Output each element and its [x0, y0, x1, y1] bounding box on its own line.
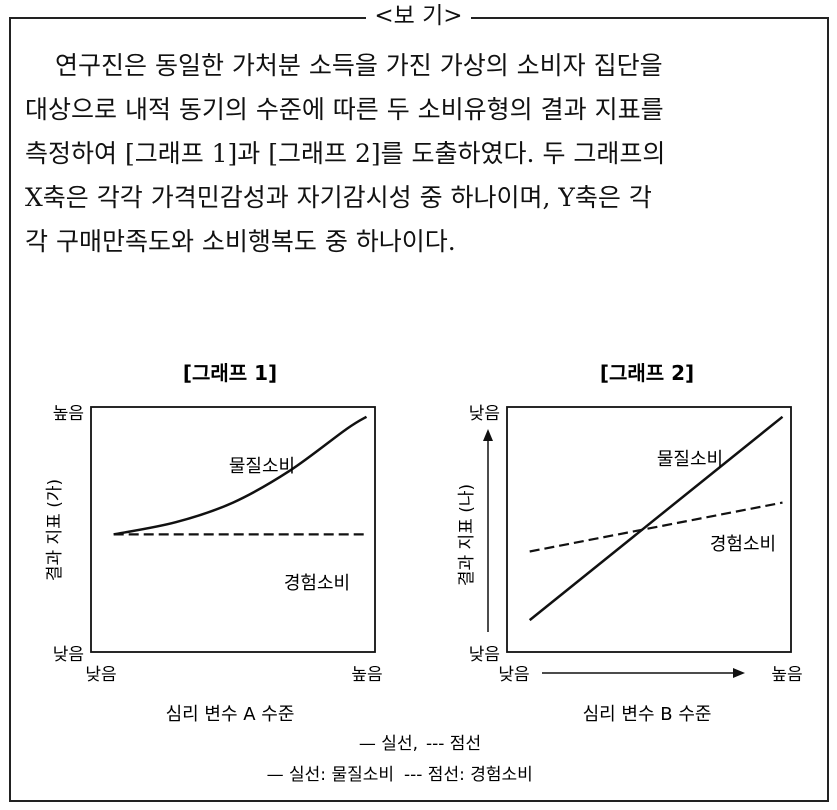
passage-line: 연구진은 동일한 가처분 소득을 가진 가상의 소비자 집단을: [55, 51, 663, 80]
graph-2-y-label: 결과 지표 (나): [457, 484, 477, 586]
box-title-wrapper: <보 기>: [0, 0, 837, 32]
legend-solid-2: — 실선: 물질소비: [267, 765, 394, 785]
legend-dashed-2: --- 점선: 경험소비: [404, 765, 533, 785]
graph-1-x-tick-low: 낮음: [85, 665, 116, 685]
graph-1-x-label: 심리 변수 A 수준: [166, 704, 295, 725]
graph-2-x-arrowhead: [733, 668, 745, 678]
passage-line: 각 구매만족도와 소비행복도 중 하나이다.: [25, 227, 456, 256]
graph-2-y-tick-high: 낮음: [469, 404, 500, 424]
legend-dashed-1: --- 점선: [426, 734, 481, 754]
graph-2: [그래프 2] 낮음 낮음 낮음 높음 심리 변수 B 수준 결과 지표 (나)…: [457, 361, 803, 725]
graph-2-x-label: 심리 변수 B 수준: [583, 704, 712, 725]
graph-2-x-tick-high: 높음: [771, 665, 802, 685]
graph-1-series-material-line: [113, 415, 368, 536]
passage-line: 대상으로 내적 동기의 수준에 따른 두 소비유형의 결과 지표를: [25, 95, 664, 124]
graph-1-label-experience: 경험소비: [284, 573, 350, 594]
graph-2-series-material-line: [528, 415, 784, 622]
graph-1: [그래프 1] 높음 낮음 낮음 높음 심리 변수 A 수준 결과 지표 (가)…: [45, 361, 383, 725]
graph-2-axes: [506, 406, 792, 653]
passage-line: X축은 각각 가격민감성과 자기감시성 중 하나이며, Y축은 각: [25, 183, 652, 212]
graph-1-label-material: 물질소비: [229, 456, 295, 477]
graph-1-axes: [90, 406, 376, 653]
graph-1-title: [그래프 1]: [183, 361, 277, 385]
graph-2-title: [그래프 2]: [600, 361, 694, 385]
graph-2-series-experience-line: [529, 501, 783, 553]
graph-2-x-tick-low: 낮음: [498, 665, 529, 685]
box-title: <보 기>: [366, 3, 471, 29]
graph-2-y-tick-low: 낮음: [469, 645, 500, 665]
graph-2-label-experience: 경험소비: [710, 534, 776, 555]
legend-solid-1: — 실선,: [359, 734, 418, 754]
graph-1-y-label: 결과 지표 (가): [45, 479, 65, 581]
graph-1-x-tick-high: 높음: [351, 665, 382, 685]
legend: — 실선, --- 점선 — 실선: 물질소비 --- 점선: 경험소비: [267, 734, 533, 785]
passage: 연구진은 동일한 가처분 소득을 가진 가상의 소비자 집단을 대상으로 내적 …: [25, 44, 811, 264]
graph-2-y-arrowhead: [483, 429, 493, 441]
passage-line: 측정하여 [그래프 1]과 [그래프 2]를 도출하였다. 두 그래프의: [25, 139, 666, 168]
graph-2-label-material: 물질소비: [657, 449, 723, 470]
graph-1-y-tick-low: 낮음: [53, 645, 84, 665]
graph-1-y-tick-high: 높음: [53, 404, 84, 424]
